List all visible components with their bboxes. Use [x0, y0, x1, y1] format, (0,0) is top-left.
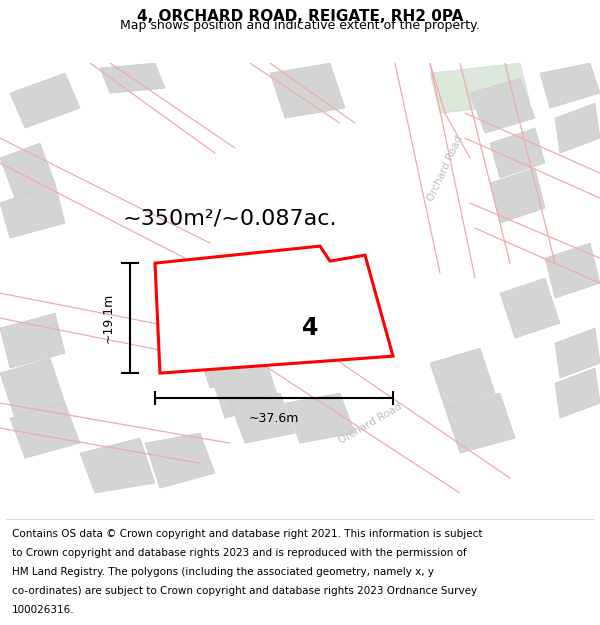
Polygon shape — [155, 246, 393, 373]
Text: co-ordinates) are subject to Crown copyright and database rights 2023 Ordnance S: co-ordinates) are subject to Crown copyr… — [12, 586, 477, 596]
Polygon shape — [210, 358, 280, 418]
Polygon shape — [230, 393, 295, 443]
Text: Orchard Road: Orchard Road — [425, 134, 464, 202]
Text: ~37.6m: ~37.6m — [249, 412, 299, 424]
Polygon shape — [195, 328, 265, 388]
Polygon shape — [500, 278, 560, 338]
Text: 4: 4 — [302, 316, 318, 340]
Polygon shape — [10, 73, 80, 128]
Text: Contains OS data © Crown copyright and database right 2021. This information is : Contains OS data © Crown copyright and d… — [12, 529, 482, 539]
Polygon shape — [470, 78, 535, 133]
Polygon shape — [540, 63, 600, 108]
Polygon shape — [555, 368, 600, 418]
Text: to Crown copyright and database rights 2023 and is reproduced with the permissio: to Crown copyright and database rights 2… — [12, 548, 467, 558]
Polygon shape — [490, 128, 545, 178]
Polygon shape — [10, 403, 80, 458]
Polygon shape — [555, 103, 600, 153]
Polygon shape — [430, 63, 530, 113]
Polygon shape — [0, 358, 65, 418]
Polygon shape — [270, 63, 345, 118]
Text: Map shows position and indicative extent of the property.: Map shows position and indicative extent… — [120, 19, 480, 32]
Polygon shape — [490, 168, 545, 223]
Polygon shape — [285, 393, 355, 443]
Text: 100026316.: 100026316. — [12, 605, 74, 615]
Text: ~19.1m: ~19.1m — [101, 293, 115, 343]
Text: 4, ORCHARD ROAD, REIGATE, RH2 0PA: 4, ORCHARD ROAD, REIGATE, RH2 0PA — [137, 9, 463, 24]
Polygon shape — [80, 438, 155, 493]
Text: ~350m²/~0.087ac.: ~350m²/~0.087ac. — [123, 208, 337, 228]
Polygon shape — [545, 243, 600, 298]
Polygon shape — [0, 183, 65, 238]
Polygon shape — [430, 348, 495, 408]
Text: HM Land Registry. The polygons (including the associated geometry, namely x, y: HM Land Registry. The polygons (includin… — [12, 567, 434, 577]
Polygon shape — [445, 393, 515, 453]
Polygon shape — [145, 433, 215, 488]
Polygon shape — [0, 313, 65, 368]
Polygon shape — [0, 143, 55, 198]
Polygon shape — [555, 328, 600, 378]
Text: Orchard Road: Orchard Road — [337, 401, 403, 445]
Polygon shape — [100, 63, 165, 93]
